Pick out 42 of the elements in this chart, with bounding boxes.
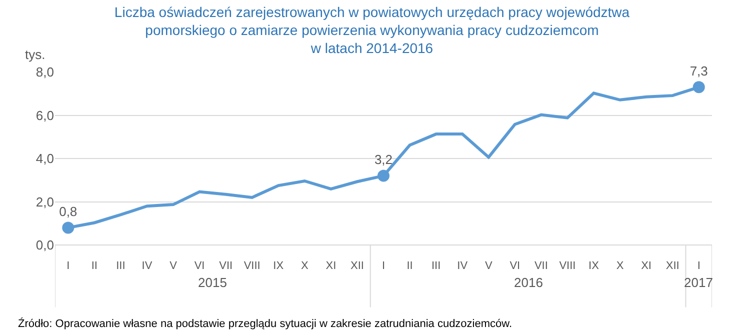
x-tick-label: II [406,260,413,272]
point [692,81,705,94]
y-tick-label: 0,0 [36,238,54,253]
y-tick-label: 2,0 [36,194,54,210]
y-tick-label: 4,0 [36,151,54,166]
x-tick-label: VI [510,260,520,272]
text: 2016 [514,275,543,290]
x-tick-label: III [431,260,441,272]
data-label: 7,3 [690,63,708,78]
x-tick-label: III [116,260,126,272]
point [62,222,74,234]
x-tick-label: VII [534,260,548,272]
x-tick-label: IX [273,260,284,272]
x-tick-label: VI [194,260,205,272]
x-tick-label: XI [326,260,336,272]
x-tick-label: V [170,260,178,272]
x-tick-label: II [91,260,98,272]
x-tick-label: VII [219,260,233,272]
x-tick-label: I [382,260,386,272]
x-tick-label: IV [142,260,153,272]
chart-title: Liczba oświadczeń zarejestrowanych w powiatowych urzędach pracy województwa pomorskiego o zamiarze powierzenia wykonywania pracy cudzoziemcom w latach 2014-2016 [114,4,630,56]
point [378,170,390,182]
x-tick-label: IV [457,260,468,272]
y-tick-label: 6,0 [36,108,54,123]
data-label: 3,2 [374,152,393,168]
x-tick-label: I [66,260,70,272]
text: 2015 [198,275,227,290]
text: 2017 [684,275,713,290]
x-tick-label: X [300,260,309,272]
text: Źródło: Opracowanie własne na podstawie przeglądu sytuacji w zakresie zatrudniania cudzoziemców. [18,317,512,330]
x-tick-label: X [616,260,624,272]
x-tick-label: IX [588,260,600,272]
y-tick-label: 8,0 [36,64,54,80]
x-tick-label: XII [666,260,680,272]
x-tick-label: V [484,260,493,272]
x-tick-label: VIII [244,260,260,272]
data-label: 0,8 [59,204,78,219]
x-tick-label: XII [350,260,364,272]
y-axis-title: tys. [25,47,46,62]
x-tick-label: VIII [559,260,576,272]
x-tick-label: XI [641,260,652,272]
x-tick-label: I [697,260,700,272]
